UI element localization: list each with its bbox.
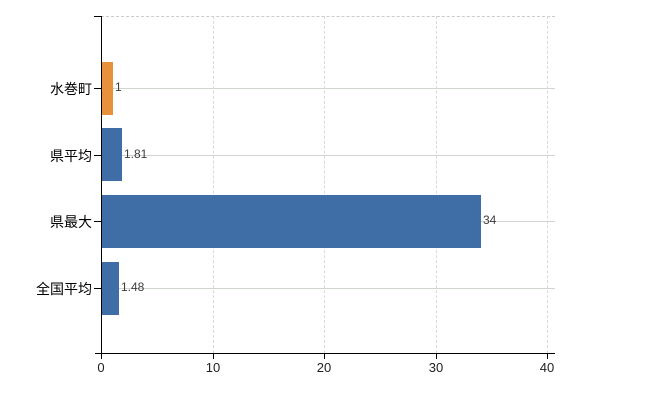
x-tick xyxy=(213,354,214,359)
y-tick xyxy=(94,88,101,89)
x-tick xyxy=(547,354,548,359)
x-tick-label: 30 xyxy=(428,360,444,375)
bar xyxy=(102,128,122,181)
y-tick xyxy=(94,221,101,222)
y-axis-line xyxy=(101,16,102,353)
y-tick xyxy=(94,155,101,156)
horizontal-gridline xyxy=(101,288,555,289)
category-label: 全国平均 xyxy=(36,281,92,297)
horizontal-gridline xyxy=(101,155,555,156)
x-tick xyxy=(324,354,325,359)
bar-value-label: 1.81 xyxy=(124,147,148,161)
vertical-gridline xyxy=(324,16,325,353)
x-tick-label: 10 xyxy=(205,360,221,375)
x-tick-label: 40 xyxy=(539,360,555,375)
category-label: 県最大 xyxy=(50,214,92,230)
x-axis-line xyxy=(95,353,555,354)
bar xyxy=(102,62,113,115)
x-tick xyxy=(101,354,102,359)
vertical-gridline xyxy=(547,16,548,353)
bar xyxy=(102,262,119,315)
x-tick-label: 0 xyxy=(97,360,105,375)
category-label: 水巻町 xyxy=(50,81,92,97)
x-tick-label: 20 xyxy=(316,360,332,375)
category-label: 県平均 xyxy=(50,148,92,164)
y-axis-end-tick xyxy=(94,16,101,17)
bar-value-label: 34 xyxy=(483,213,497,227)
x-tick xyxy=(436,354,437,359)
bar-value-label: 1 xyxy=(115,80,122,94)
vertical-gridline xyxy=(212,16,214,353)
horizontal-gridline xyxy=(101,88,555,89)
plot-top-border xyxy=(101,16,555,17)
vertical-gridline xyxy=(435,16,437,353)
bar xyxy=(102,195,481,248)
y-tick xyxy=(94,288,101,289)
bar-value-label: 1.48 xyxy=(121,280,145,294)
